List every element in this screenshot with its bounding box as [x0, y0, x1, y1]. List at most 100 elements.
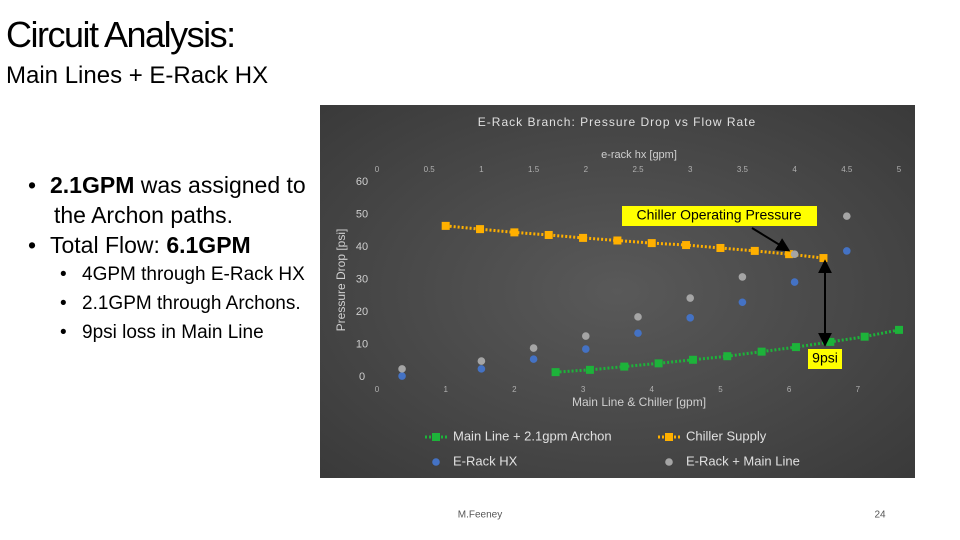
chart-background	[320, 105, 915, 478]
data-point	[738, 298, 747, 307]
data-point	[688, 355, 697, 364]
page-number: 24	[874, 510, 886, 521]
bullet-text: 6.1GPM	[166, 232, 251, 258]
annotation-box	[622, 206, 817, 226]
y-tick-label: 30	[356, 273, 368, 285]
data-point	[529, 344, 538, 352]
x-tick-label: 1	[443, 385, 448, 394]
data-point	[398, 372, 406, 380]
legend-label: Chiller Supply	[686, 428, 767, 443]
bullet-text: 4GPM through E-Rack HX	[82, 264, 305, 285]
y-tick-label: 10	[356, 338, 368, 350]
x2-tick-label: 0	[375, 165, 380, 174]
bullet: 2.1GPM was assigned to the Archon paths.	[28, 170, 313, 230]
data-point	[582, 332, 590, 340]
legend-label: E-Rack + Main Line	[686, 453, 800, 468]
x-tick-label: 2	[512, 385, 517, 394]
legend-label: Main Line + 2.1gpm Archon	[453, 428, 612, 443]
legend-marker	[432, 433, 440, 441]
data-point	[790, 250, 799, 258]
legend-marker	[665, 458, 673, 466]
x-tick-label: 0	[375, 385, 380, 394]
footer: M.Feeney	[458, 510, 502, 521]
data-point	[723, 352, 732, 361]
data-point	[843, 212, 851, 220]
x2-tick-label: 2	[584, 165, 589, 174]
slide-title: Circuit Analysis:	[6, 14, 236, 55]
x2-tick-label: 5	[897, 165, 902, 174]
data-point	[686, 314, 694, 322]
y-tick-label: 0	[359, 371, 365, 383]
legend-marker	[432, 458, 440, 466]
data-point	[551, 368, 560, 377]
data-point	[647, 239, 656, 248]
x-tick-label: 6	[787, 385, 792, 394]
data-point	[654, 359, 663, 368]
data-point	[791, 343, 800, 352]
data-point	[476, 225, 485, 234]
bullet-text: 2.1GPM through Archons.	[82, 293, 301, 314]
x-tick-label: 4	[650, 385, 655, 394]
bullet-text: was assigned to the Archon paths.	[54, 172, 313, 228]
x2-tick-label: 1.5	[528, 165, 540, 174]
slide-subtitle: Main Lines + E-Rack HX	[6, 62, 269, 89]
data-point	[613, 236, 622, 245]
x-axis-label: Main Line & Chiller [gpm]	[572, 395, 706, 409]
data-point	[634, 329, 642, 337]
bullet: 4GPM through E-Rack HX	[60, 260, 313, 289]
data-point	[477, 365, 486, 373]
data-point	[757, 347, 766, 356]
data-point	[843, 247, 851, 255]
x2-tick-label: 3	[688, 165, 693, 174]
data-point	[716, 243, 725, 252]
data-point	[819, 254, 828, 263]
data-point	[582, 345, 590, 353]
annotation-box	[808, 349, 842, 369]
data-point	[634, 313, 642, 321]
bullet: 9psi loss in Main Line	[60, 318, 313, 347]
bullet-text: 9psi loss in Main Line	[82, 322, 264, 343]
data-point	[620, 362, 629, 371]
series-line	[445, 224, 824, 260]
x2-tick-label: 0.5	[424, 165, 436, 174]
y-tick-label: 40	[356, 241, 368, 253]
y-tick-label: 20	[356, 306, 368, 318]
bullet: Total Flow: 6.1GPM	[28, 230, 313, 260]
x2-tick-label: 4	[792, 165, 797, 174]
y-tick-label: 60	[356, 176, 368, 188]
data-point	[544, 230, 553, 239]
data-point	[750, 246, 759, 255]
annotation-arrow	[751, 227, 791, 252]
data-point	[585, 365, 594, 374]
data-point	[510, 228, 519, 237]
chart-title: E-Rack Branch: Pressure Drop vs Flow Rat…	[478, 115, 756, 129]
data-point	[579, 233, 588, 242]
bullet-list: 2.1GPM was assigned to the Archon paths.…	[28, 170, 313, 347]
x2-axis-label: e-rack hx [gpm]	[601, 149, 677, 161]
data-point	[686, 294, 694, 302]
bullet: 2.1GPM through Archons.	[60, 289, 313, 318]
data-point	[826, 337, 835, 346]
annotation: 9psi	[812, 350, 838, 366]
data-point	[441, 221, 450, 230]
x-tick-label: 7	[856, 385, 861, 394]
y-tick-label: 50	[356, 208, 368, 220]
data-point	[860, 332, 869, 341]
legend-label: E-Rack HX	[453, 453, 518, 468]
data-point	[790, 278, 799, 286]
data-point	[398, 365, 406, 373]
legend-marker	[665, 433, 673, 441]
x2-tick-label: 4.5	[841, 165, 853, 174]
x-tick-label: 5	[718, 385, 723, 394]
data-point	[738, 273, 747, 281]
data-point	[895, 325, 903, 334]
data-point	[785, 250, 794, 259]
x2-tick-label: 1	[479, 165, 484, 174]
data-point	[682, 241, 691, 250]
data-point	[477, 357, 486, 365]
x2-tick-label: 3.5	[737, 165, 749, 174]
bullet-text: Total Flow:	[50, 232, 167, 258]
x-tick-label: 3	[581, 385, 586, 394]
